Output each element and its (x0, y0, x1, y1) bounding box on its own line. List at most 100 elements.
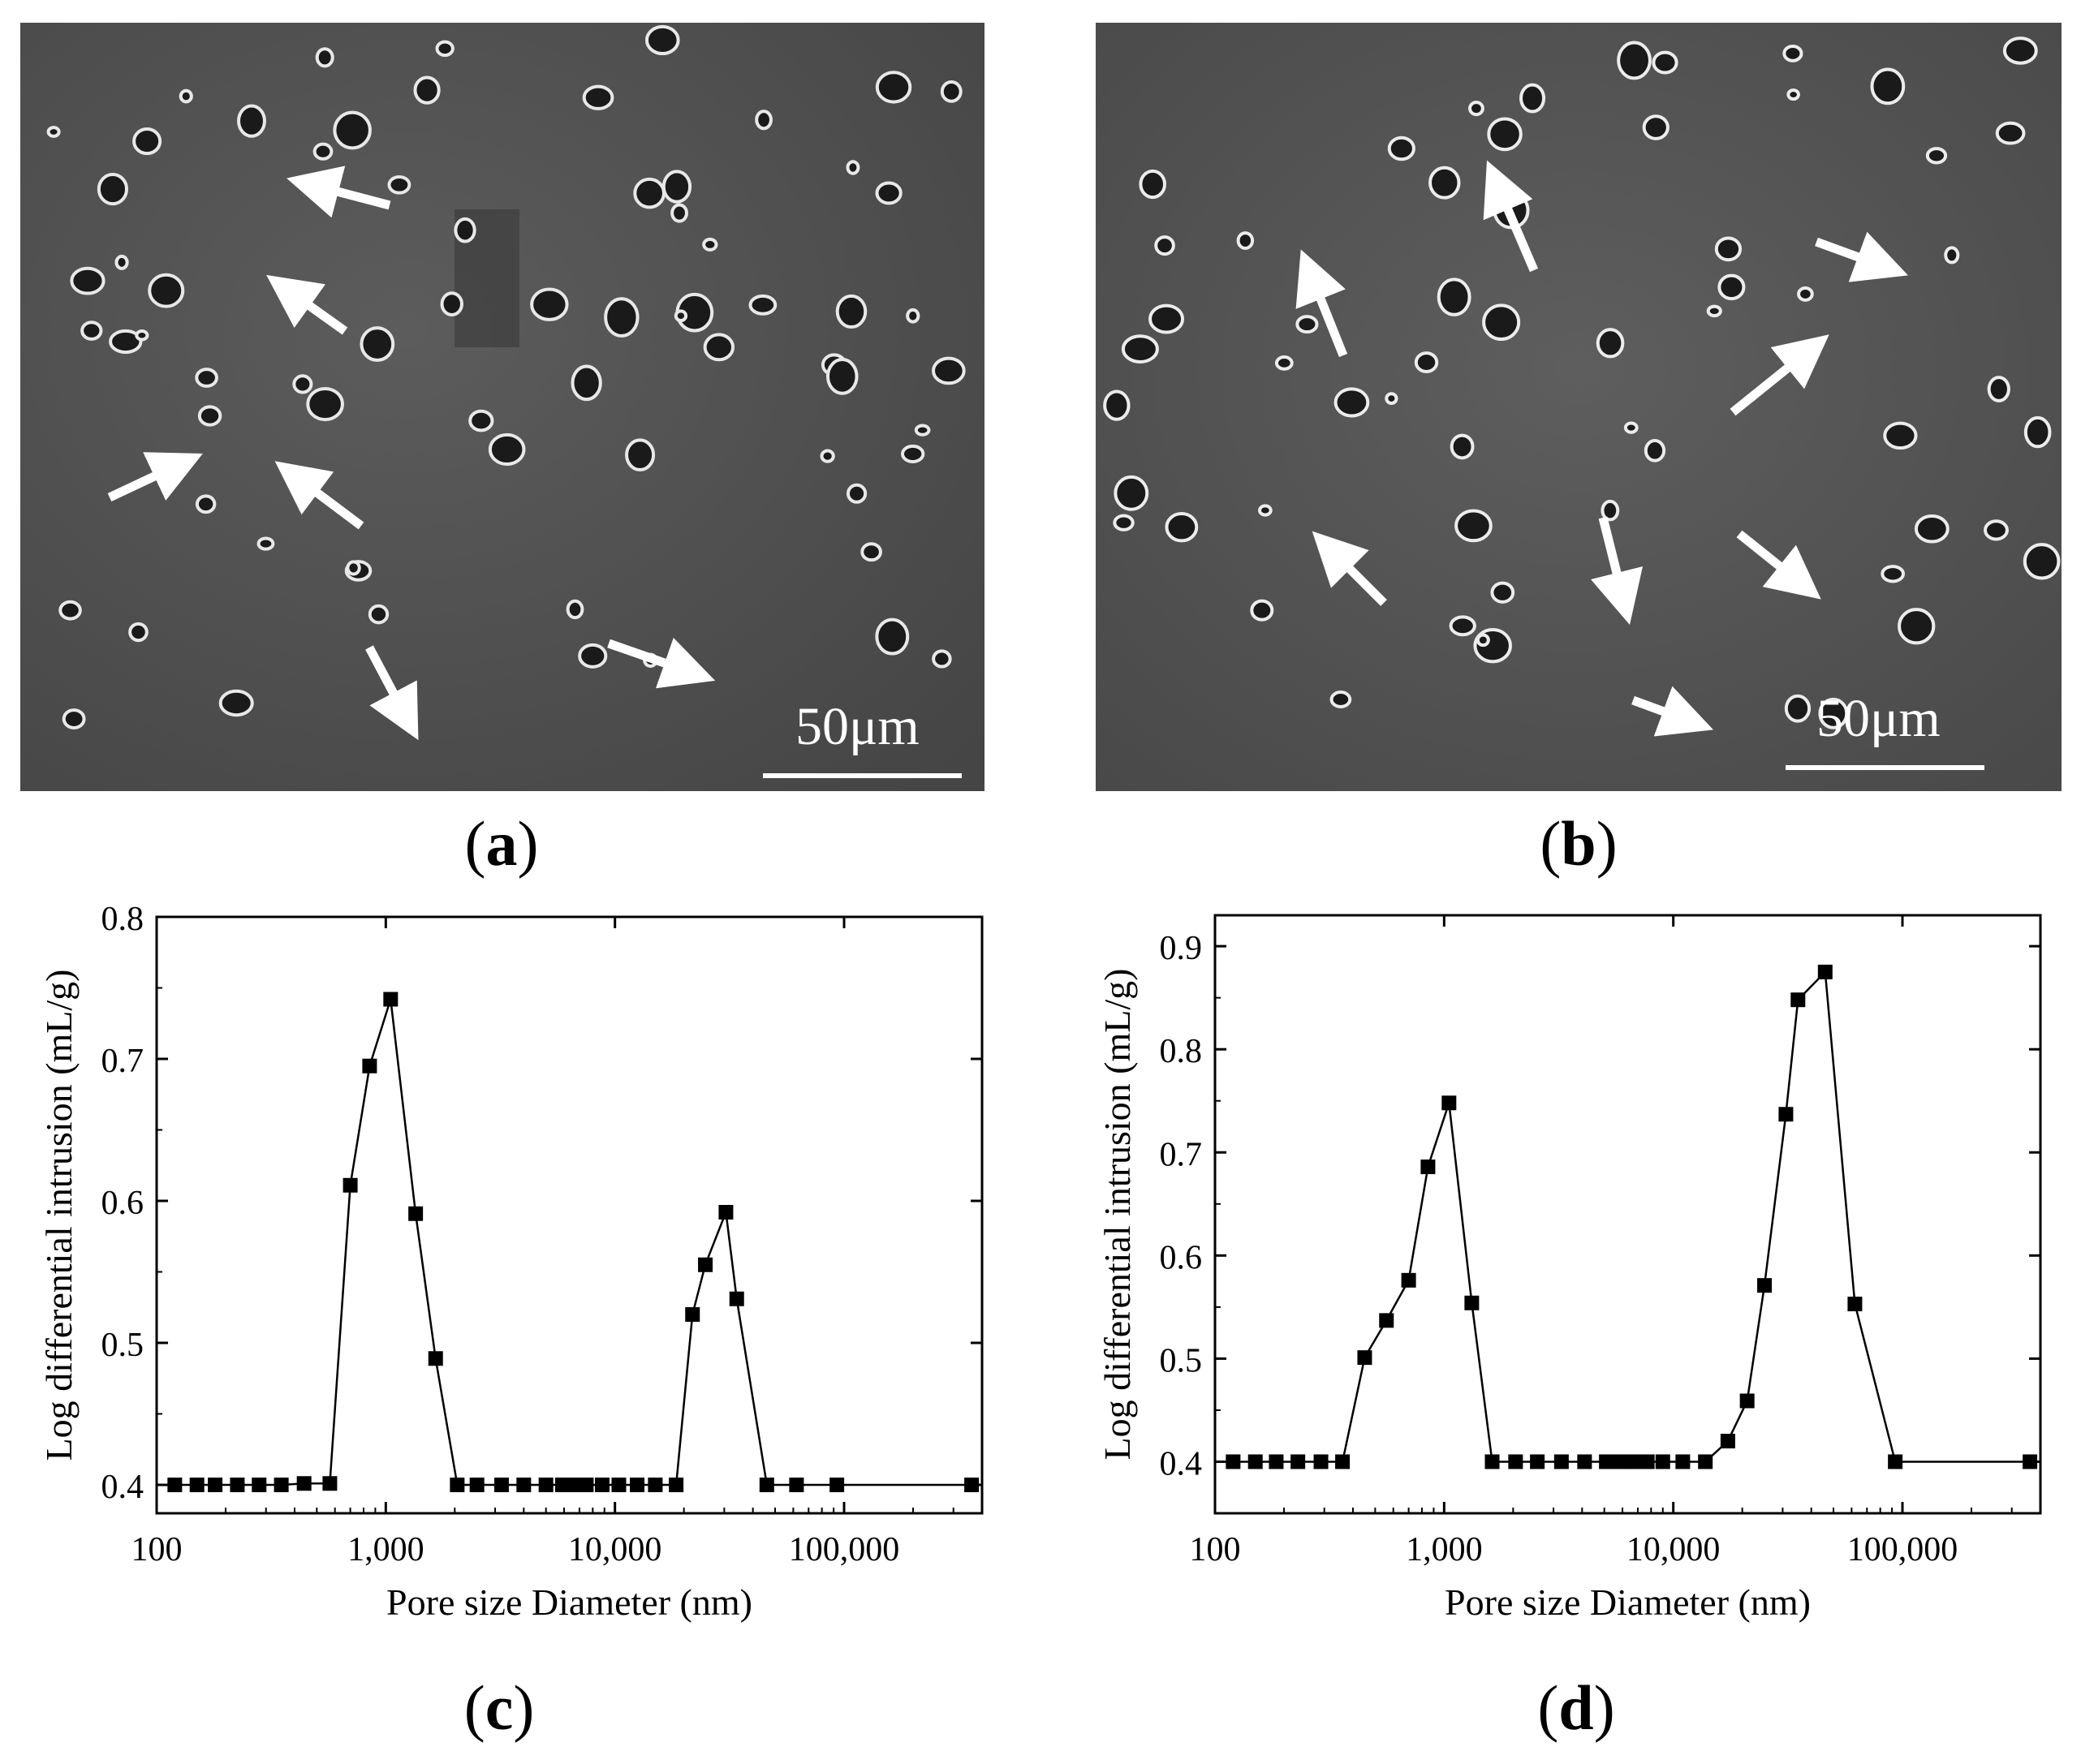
pore (488, 432, 526, 467)
pore (578, 643, 608, 669)
data-point (538, 1478, 554, 1492)
pore (900, 444, 925, 463)
data-point (729, 1291, 744, 1306)
y-tick-label: 0.6 (1160, 1239, 1203, 1276)
pore (932, 649, 952, 669)
pore (1914, 514, 1950, 544)
data-point (1757, 1278, 1773, 1293)
data-point (718, 1205, 734, 1220)
data-point (1530, 1454, 1545, 1469)
pore (1450, 433, 1475, 460)
pore (1714, 236, 1743, 262)
pore (97, 173, 129, 206)
data-point (698, 1257, 713, 1272)
pore (1468, 101, 1484, 117)
data-point (669, 1478, 684, 1492)
y-tick-label: 0.5 (101, 1327, 144, 1364)
pore (387, 174, 411, 195)
pore (1784, 694, 1812, 723)
data-point (1247, 1454, 1263, 1469)
x-axis-label: Pore size Diameter (nm) (1445, 1581, 1811, 1623)
data-point (1698, 1454, 1713, 1469)
x-tick-label: 100 (1190, 1531, 1241, 1568)
pore (1487, 117, 1523, 152)
pore (1717, 273, 1746, 301)
pore (1250, 599, 1274, 622)
pore (360, 326, 395, 362)
pore (1786, 88, 1800, 101)
data-point (1508, 1454, 1523, 1469)
pore (1797, 286, 1814, 302)
data-point (189, 1478, 205, 1492)
series-line (1233, 970, 2031, 1463)
pore (703, 333, 735, 362)
pore (1596, 328, 1625, 359)
data-point (579, 1478, 594, 1492)
x-axis-label: Pore size Diameter (nm) (386, 1581, 752, 1623)
sem-micrograph-b (1096, 23, 2062, 791)
x-tick-label: 1,000 (347, 1531, 424, 1568)
data-point (383, 992, 399, 1007)
pore (306, 386, 344, 422)
data-point (362, 1058, 377, 1073)
pore (670, 203, 688, 223)
scale-bar-a (763, 773, 962, 778)
data-point (1639, 1454, 1655, 1469)
data-point (408, 1206, 424, 1221)
data-point (1464, 1295, 1480, 1310)
pore (1782, 44, 1803, 62)
data-point (1599, 1454, 1614, 1469)
pore (1236, 231, 1255, 250)
data-point (1626, 1454, 1641, 1469)
data-point (611, 1478, 627, 1492)
data-point (1888, 1454, 1903, 1469)
pore (148, 273, 185, 308)
data-point (2023, 1454, 2038, 1469)
data-point (322, 1476, 338, 1491)
data-point (296, 1476, 312, 1491)
pore (454, 217, 476, 243)
pore (1114, 475, 1149, 511)
y-tick-label: 0.5 (1160, 1342, 1203, 1379)
pore (644, 24, 680, 56)
pore (566, 599, 584, 620)
scale-bar-b (1786, 765, 1984, 770)
series-line (174, 999, 972, 1486)
pore (1870, 67, 1906, 105)
pore (1617, 41, 1652, 80)
pore (1519, 83, 1546, 114)
pore (135, 329, 149, 342)
scale-bar-label-a: 50μm (795, 697, 920, 756)
data-point (252, 1478, 267, 1492)
data-point (1655, 1454, 1670, 1469)
plot-frame (155, 915, 984, 1515)
x-tick-label: 1,000 (1406, 1531, 1483, 1568)
pore (1601, 499, 1620, 522)
pore (195, 368, 218, 388)
pore (825, 358, 859, 395)
pore (1165, 511, 1199, 543)
pore (1385, 392, 1398, 405)
data-point (1335, 1454, 1351, 1469)
pore (1623, 421, 1639, 434)
y-tick-label: 0.4 (1160, 1445, 1203, 1482)
chart-d: 100 1,000 10,000 100,000 0.4 0.5 0.6 0.7 0.8 0.9 P… (1063, 893, 2081, 1663)
pore (875, 181, 903, 205)
pore (702, 237, 718, 252)
pore (1987, 376, 2010, 402)
pore (1113, 514, 1135, 531)
pore (1482, 303, 1521, 342)
sem-image-b: 50μm (1096, 23, 2062, 791)
pore (179, 88, 193, 104)
pore (2023, 415, 2052, 449)
data-point (516, 1478, 532, 1492)
data-point (1817, 964, 1833, 979)
data-point (1484, 1454, 1500, 1469)
y-axis-label: Log differential intrusion (mL/g) (1097, 969, 1138, 1461)
pore (1944, 246, 1960, 265)
pore (820, 449, 835, 463)
data-point (343, 1177, 358, 1193)
pore (292, 374, 313, 394)
y-tick-label: 0.7 (101, 1043, 144, 1080)
data-point (1675, 1454, 1691, 1469)
